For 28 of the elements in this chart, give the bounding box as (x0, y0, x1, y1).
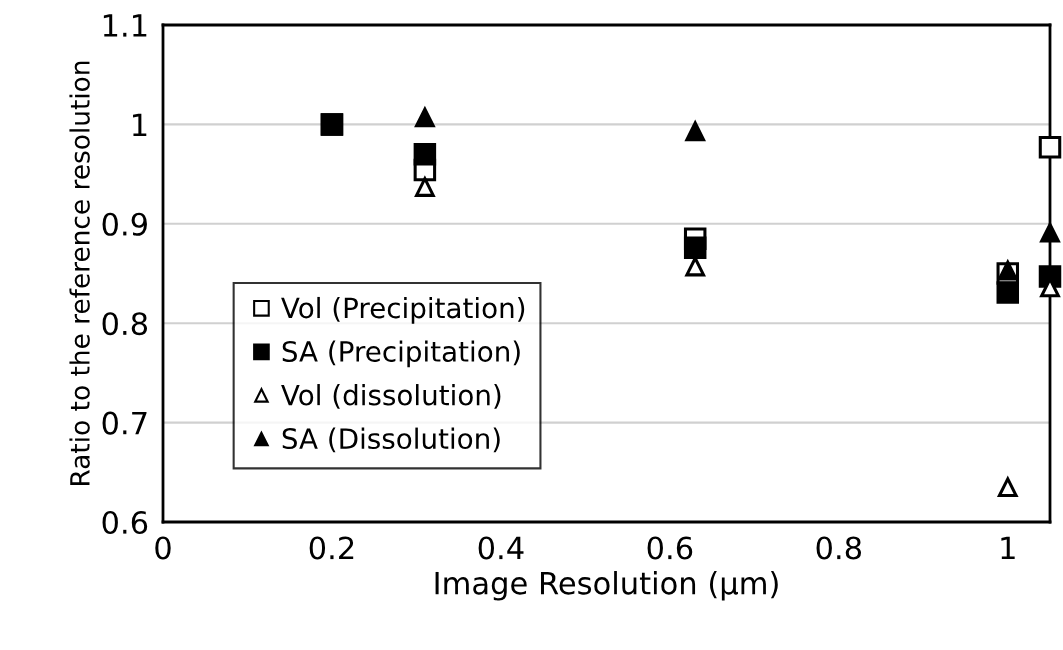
x-axis-title: Image Resolution (μm) (435, 571, 778, 601)
y-tick-label: 0.6 (102, 510, 148, 535)
y-tick-label: 1 (133, 113, 147, 137)
x-tick-label: 0.4 (478, 536, 524, 560)
x-tick-label: 0.2 (309, 536, 354, 560)
legend-label: Vol (dissolution) (281, 384, 501, 409)
x-tick-label: 1 (1001, 536, 1015, 560)
point (683, 236, 707, 259)
point (415, 177, 435, 197)
x-tick-label: 0.8 (816, 536, 862, 560)
point (414, 105, 436, 128)
y-tick-label: 1.1 (103, 14, 147, 37)
point (685, 256, 706, 277)
point (996, 281, 1020, 304)
point (1040, 222, 1060, 243)
legend-label: SA (Dissolution) (282, 427, 500, 453)
y-axis-title: Ratio to the reference resolution (69, 61, 90, 485)
point (997, 477, 1018, 498)
legend-label: Vol (Precipitation) (281, 296, 525, 324)
x-tick-label: 0 (155, 536, 171, 560)
point (685, 121, 706, 142)
point (1038, 136, 1062, 159)
legend-label: SA (Precipitation) (282, 340, 520, 368)
y-tick-label: 0.9 (102, 212, 147, 236)
x-tick-label: 0.6 (647, 536, 693, 560)
y-tick-label: 0.8 (102, 312, 148, 336)
y-tick-label: 0.7 (102, 411, 147, 435)
point (413, 142, 437, 166)
